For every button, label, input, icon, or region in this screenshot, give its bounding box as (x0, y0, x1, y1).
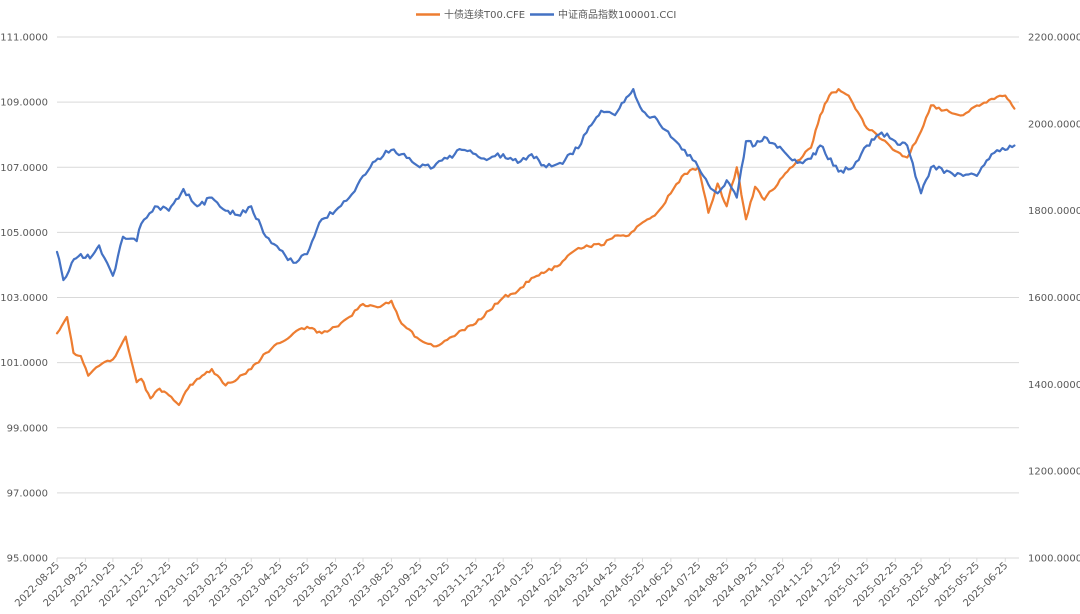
left-y-tick-label: 109.0000 (0, 98, 48, 109)
right-y-tick-label: 1800.0000 (1028, 206, 1080, 217)
x-axis: 2022-08-252022-09-252022-10-252022-11-25… (13, 557, 1019, 609)
left-y-tick-label: 99.0000 (7, 423, 48, 434)
left-y-tick-label: 97.0000 (7, 488, 48, 499)
gridlines (57, 36, 1019, 559)
left-y-tick-label: 101.0000 (0, 358, 48, 369)
series-line-1 (55, 88, 1016, 407)
left-y-axis: 95.0000 97.0000 99.0000 101.0000 103.0000 105… (0, 33, 48, 565)
right-y-tick-label: 2200.0000 (1028, 33, 1080, 44)
series-lines (55, 88, 1016, 407)
right-y-axis: 1000.0000 1200.0000 1400.0000 1600.0000 1800… (1028, 33, 1080, 565)
left-y-tick-label: 95.0000 (7, 554, 48, 565)
legend-label-series-1: 十债连续T00.CFE (444, 8, 525, 21)
left-y-tick-label: 105.0000 (0, 228, 48, 239)
series-line-2 (55, 88, 1016, 282)
left-y-tick-label: 107.0000 (0, 163, 48, 174)
right-y-tick-label: 2000.0000 (1028, 119, 1080, 130)
right-y-tick-label: 1200.0000 (1028, 467, 1080, 478)
legend-label-series-2: 中证商品指数100001.CCI (558, 8, 676, 21)
left-y-tick-label: 111.0000 (0, 33, 48, 44)
legend: 十债连续T00.CFE 中证商品指数100001.CCI (416, 8, 676, 21)
left-y-tick-label: 103.0000 (0, 293, 48, 304)
right-y-tick-label: 1600.0000 (1028, 293, 1080, 304)
right-y-tick-label: 1400.0000 (1028, 380, 1080, 391)
right-y-tick-label: 1000.0000 (1028, 554, 1080, 565)
